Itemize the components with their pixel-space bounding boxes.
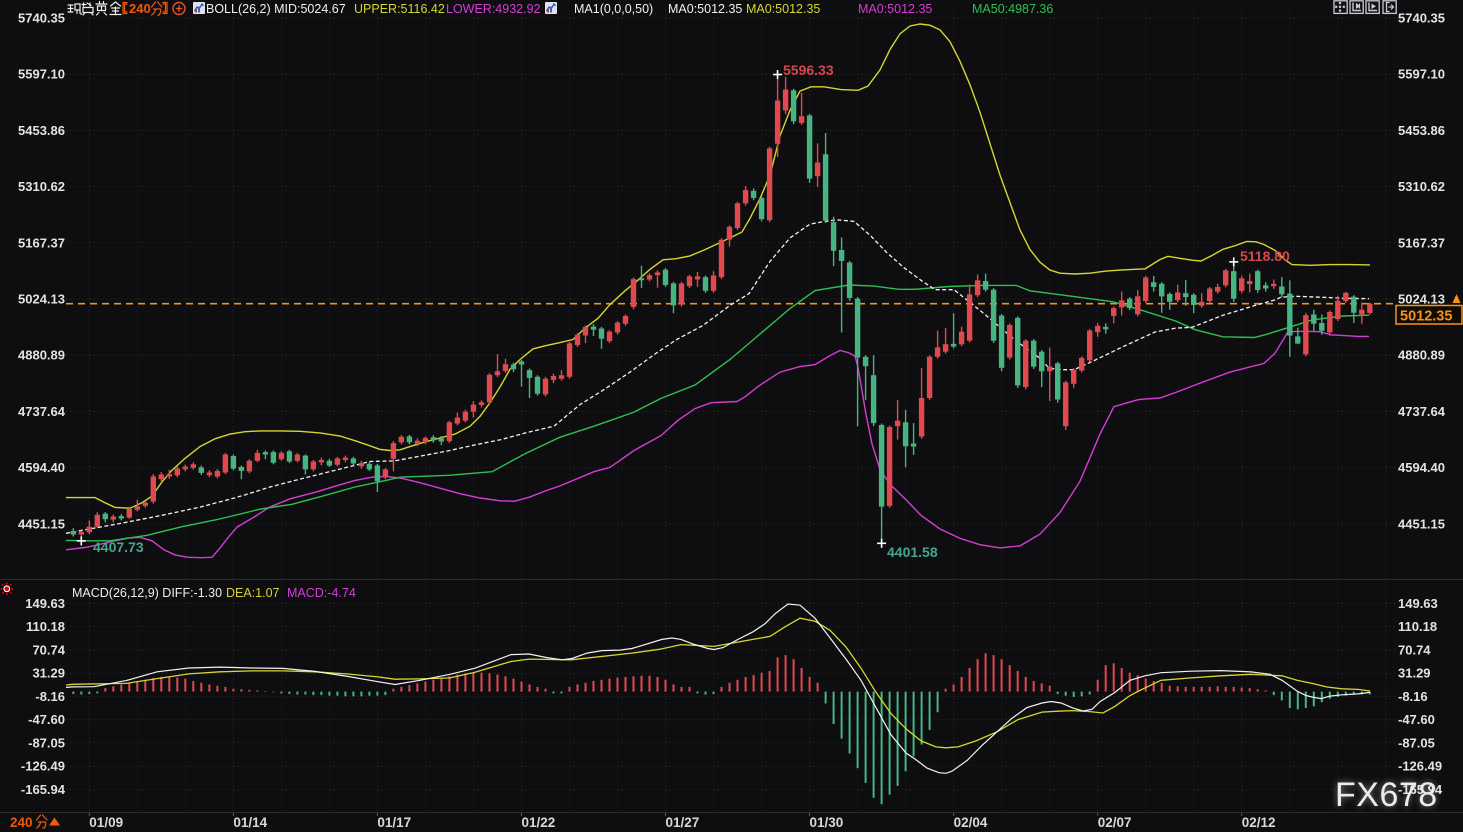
svg-text:01/30: 01/30 [810,815,844,830]
svg-text:-47.60: -47.60 [28,712,65,727]
svg-text:70.74: 70.74 [1398,642,1431,657]
svg-text:-165.94: -165.94 [21,782,66,797]
svg-text:-47.60: -47.60 [1398,712,1435,727]
svg-text:-87.05: -87.05 [1398,735,1435,750]
svg-text:240: 240 [129,1,151,16]
svg-text:MACD(26,12,9) DIFF:-1.30: MACD(26,12,9) DIFF:-1.30 [72,586,222,600]
svg-text:-126.49: -126.49 [21,759,65,774]
svg-text:4407.73: 4407.73 [93,539,144,555]
svg-text:4451.15: 4451.15 [1398,516,1445,531]
svg-text:31.29: 31.29 [1398,666,1431,681]
svg-text:5596.33: 5596.33 [783,62,834,78]
svg-text:5167.37: 5167.37 [18,235,65,250]
svg-text:4737.64: 4737.64 [1398,404,1446,419]
svg-text:01/22: 01/22 [522,815,556,830]
svg-text:31.29: 31.29 [32,666,65,681]
svg-text:02/07: 02/07 [1098,815,1132,830]
svg-text:5024.13: 5024.13 [1398,292,1445,307]
svg-text:MA0:5012.35: MA0:5012.35 [746,2,820,16]
svg-text:4594.40: 4594.40 [18,460,65,475]
svg-text:LOWER:4932.92: LOWER:4932.92 [446,2,541,16]
svg-text:149.63: 149.63 [25,596,65,611]
svg-text:5453.86: 5453.86 [18,123,65,138]
svg-text:110.18: 110.18 [26,619,65,634]
svg-text:-8.16: -8.16 [35,689,65,704]
svg-text:MA0:5012.35: MA0:5012.35 [858,2,932,16]
svg-text:-8.16: -8.16 [1398,689,1428,704]
svg-text:DEA:1.07: DEA:1.07 [226,586,280,600]
svg-text:5024.13: 5024.13 [18,292,65,307]
svg-text:5740.35: 5740.35 [18,11,65,26]
svg-text:MACD:-4.74: MACD:-4.74 [287,586,356,600]
svg-text:5310.62: 5310.62 [1398,179,1445,194]
svg-text:5012.35: 5012.35 [1400,308,1452,324]
svg-text:4880.89: 4880.89 [18,348,65,363]
svg-text:01/09: 01/09 [89,815,123,830]
svg-text:4401.58: 4401.58 [887,544,938,560]
svg-text:4451.15: 4451.15 [18,516,65,531]
svg-text:02/04: 02/04 [954,815,988,830]
svg-text:4880.89: 4880.89 [1398,348,1445,363]
svg-text:FX678: FX678 [1335,776,1438,814]
svg-text:5740.35: 5740.35 [1398,11,1445,26]
svg-text:5597.10: 5597.10 [18,67,65,82]
svg-text:240: 240 [10,815,33,830]
svg-text:149.63: 149.63 [1398,596,1438,611]
svg-text:-126.49: -126.49 [1398,759,1442,774]
svg-text:5167.37: 5167.37 [1398,235,1445,250]
svg-text:MA0:5012.35: MA0:5012.35 [668,2,742,16]
svg-text:4594.40: 4594.40 [1398,460,1445,475]
svg-text:-165.94: -165.94 [1398,782,1443,797]
svg-text:UPPER:5116.42: UPPER:5116.42 [354,2,445,16]
svg-text:70.74: 70.74 [32,642,65,657]
svg-text:5597.10: 5597.10 [1398,67,1445,82]
svg-text:MA1(0,0,0,50): MA1(0,0,0,50) [574,2,653,16]
svg-text:5310.62: 5310.62 [18,179,65,194]
svg-text:01/14: 01/14 [233,815,267,830]
svg-text:110.18: 110.18 [1398,619,1437,634]
svg-text:BOLL(26,2) MID:5024.67: BOLL(26,2) MID:5024.67 [206,2,346,16]
svg-text:02/12: 02/12 [1242,815,1276,830]
svg-text:01/17: 01/17 [377,815,411,830]
svg-text:MA50:4987.36: MA50:4987.36 [972,2,1053,16]
svg-text:5118.80: 5118.80 [1240,248,1290,264]
svg-text:4737.64: 4737.64 [18,404,66,419]
svg-text:01/27: 01/27 [666,815,700,830]
svg-text:5453.86: 5453.86 [1398,123,1445,138]
svg-text:-87.05: -87.05 [28,735,65,750]
